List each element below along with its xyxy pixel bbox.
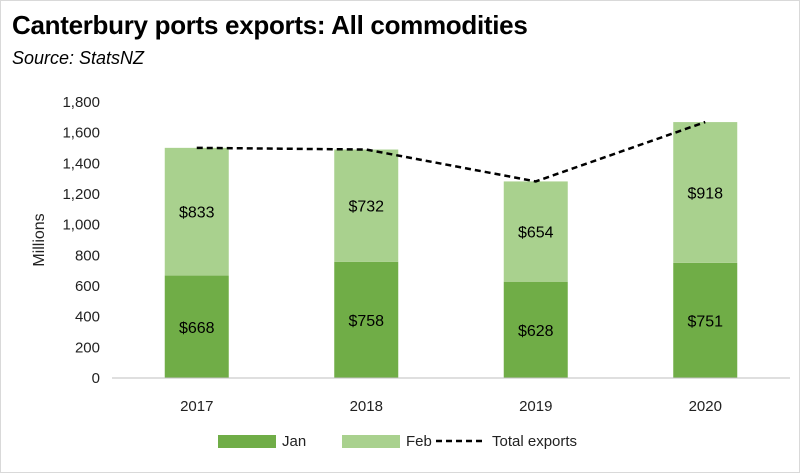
y-tick-label: 1,200 (62, 186, 100, 203)
bar-jan-2017 (164, 275, 229, 378)
y-tick-label: 1,600 (62, 125, 100, 142)
legend-feb-swatch (342, 435, 400, 448)
y-tick-label: 400 (75, 309, 100, 326)
line-total-exports (196, 120, 706, 183)
y-tick-label: 800 (75, 247, 100, 264)
data-label-feb-2017: $833 (179, 205, 215, 222)
y-tick-label: 1,400 (62, 155, 100, 172)
legend-jan-swatch (218, 435, 276, 448)
bar-jan-2020 (673, 262, 738, 378)
y-tick-label: 200 (75, 339, 100, 356)
legend-total-exports-label: Total exports (492, 433, 577, 450)
y-tick-label: 1,000 (62, 217, 100, 234)
data-label-jan-2019: $628 (518, 323, 554, 340)
bar-feb-2019 (503, 181, 568, 282)
bar-jan-2018 (334, 261, 399, 378)
data-label-jan-2018: $758 (348, 313, 384, 330)
data-label-jan-2020: $751 (687, 313, 723, 330)
data-label-feb-2018: $732 (348, 199, 384, 216)
x-tick-label-2018: 2018 (350, 398, 383, 415)
bar-feb-2018 (334, 149, 399, 262)
y-tick-label: 1,800 (62, 94, 100, 111)
x-tick-label-2017: 2017 (180, 398, 213, 415)
legend-jan-label: Jan (282, 433, 306, 450)
y-tick-label: 0 (92, 370, 100, 387)
chart-title: Canterbury ports exports: All commoditie… (12, 10, 528, 40)
chart-subtitle: Source: StatsNZ (12, 48, 145, 68)
x-tick-label-2020: 2020 (689, 398, 722, 415)
bar-jan-2019 (503, 281, 568, 378)
data-label-jan-2017: $668 (179, 320, 215, 337)
legend-feb-label: Feb (406, 433, 432, 450)
bar-feb-2017 (164, 147, 229, 276)
y-tick-label: 600 (75, 278, 100, 295)
x-tick-label-2019: 2019 (519, 398, 552, 415)
y-axis-title: Millions (31, 213, 48, 266)
data-label-feb-2019: $654 (518, 225, 554, 242)
bar-feb-2020 (673, 122, 738, 263)
data-label-feb-2020: $918 (687, 185, 723, 202)
